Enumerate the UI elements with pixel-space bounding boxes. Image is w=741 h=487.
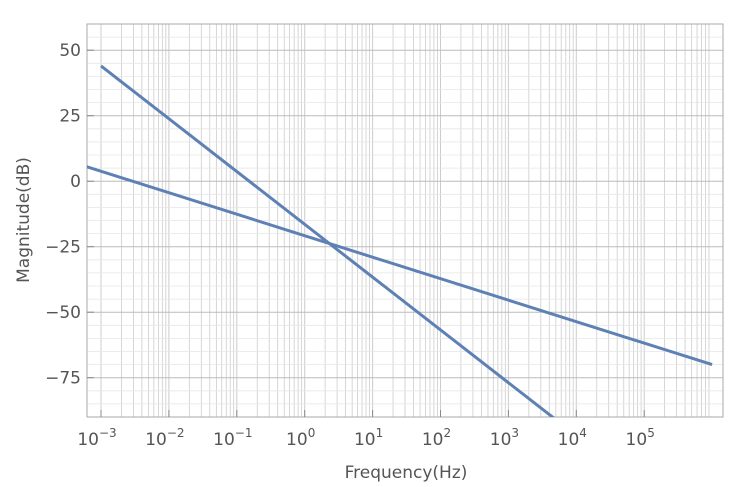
- x-tick-label: 102: [422, 426, 451, 450]
- x-tick-label: 103: [490, 426, 519, 450]
- x-tick-label: 101: [354, 426, 383, 450]
- x-tick-label: 10−1: [213, 426, 252, 450]
- series: [87, 64, 713, 417]
- x-tick-label: 100: [286, 426, 315, 450]
- y-tick-label: −25: [45, 238, 81, 258]
- plot-frame: [86, 23, 724, 418]
- x-tick-label: 105: [626, 426, 655, 450]
- x-tick-label: 10−2: [145, 426, 184, 450]
- y-tick-label: 50: [59, 41, 81, 61]
- y-tick-label: 25: [59, 107, 81, 127]
- series-line-1: [87, 165, 713, 367]
- x-axis-label: Frequency(Hz): [345, 463, 468, 483]
- x-tick-label: 10−3: [77, 426, 116, 450]
- y-tick-label: −75: [45, 369, 81, 389]
- grid: [87, 23, 723, 418]
- y-tick-label: 0: [70, 172, 81, 192]
- x-tick-label: 104: [558, 426, 587, 450]
- plot-border: [86, 23, 724, 418]
- y-axis-label: Magnitude(dB): [14, 157, 34, 283]
- y-tick-label: −50: [45, 303, 81, 323]
- y-axis-ticks: 50 25 0 −25 −50 −75: [45, 41, 94, 389]
- x-axis-ticks: 10−3 10−2 10−1 100 101 102 103 104 105: [77, 410, 655, 450]
- series-line-2: [100, 64, 555, 417]
